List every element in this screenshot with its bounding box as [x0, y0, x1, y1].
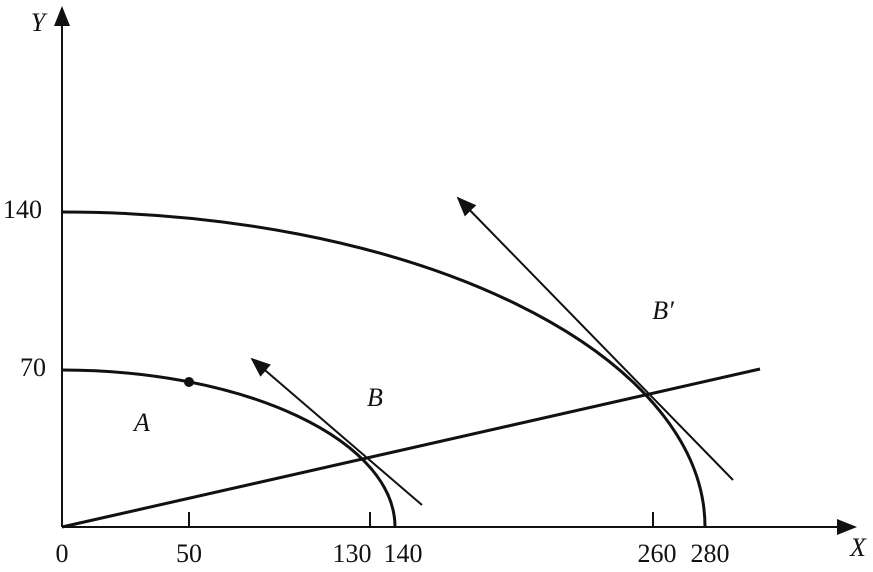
x-tick-label: 130 — [333, 539, 372, 568]
tangent-arrow — [456, 196, 734, 481]
large-frontier — [61, 210, 707, 528]
y-tick-label: 140 — [3, 195, 42, 224]
region-label: B — [367, 383, 383, 412]
region-label: A — [132, 408, 150, 437]
x-tick-label: 260 — [638, 539, 677, 568]
region-label: B′ — [652, 296, 674, 325]
small-frontier — [61, 368, 397, 528]
point — [184, 377, 194, 387]
ticks — [62, 211, 654, 527]
x-tick-label: 50 — [176, 539, 202, 568]
x-label: X — [849, 533, 867, 562]
y-tick-label: 70 — [20, 353, 46, 382]
ray — [61, 367, 761, 529]
origin-label: 0 — [56, 539, 69, 568]
x-tick-label: 140 — [384, 539, 423, 568]
y-label: Y — [31, 8, 48, 37]
tangent-arrow — [250, 357, 423, 506]
x-tick-label: 280 — [691, 539, 730, 568]
